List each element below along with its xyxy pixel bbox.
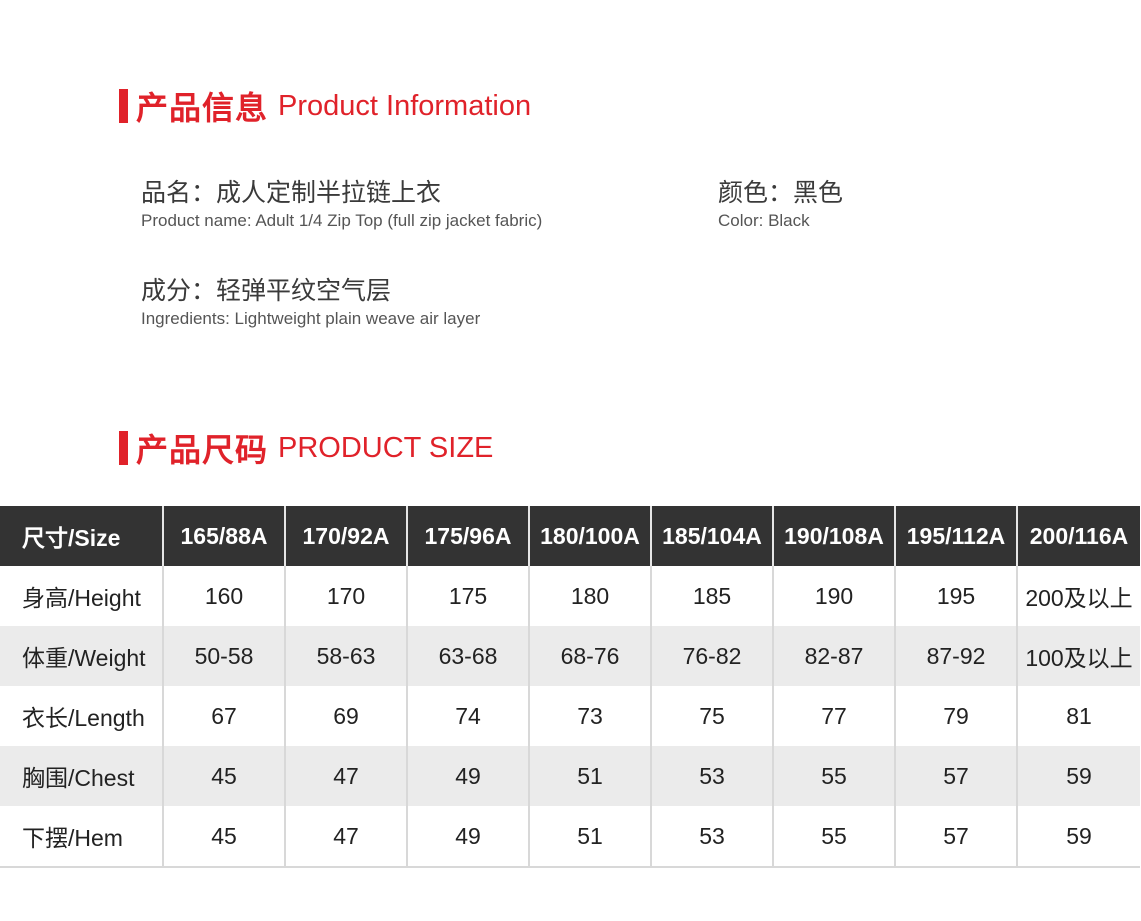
table-cell: 50-58: [162, 626, 285, 686]
table-cell: 180: [528, 566, 651, 626]
size-column-header: 190/108A: [772, 506, 895, 566]
table-cell: 77: [772, 686, 895, 746]
table-cell: 57: [894, 806, 1017, 868]
table-row: 下摆/Hem 45 47 49 51 53 55 57 59: [0, 806, 1140, 868]
table-cell: 51: [528, 806, 651, 868]
table-cell: 49: [406, 746, 529, 806]
product-name-block: 品名：成人定制半拉链上衣 Product name: Adult 1/4 Zip…: [141, 178, 542, 232]
row-label: 衣长/Length: [22, 705, 145, 731]
table-cell: 75: [650, 686, 773, 746]
table-cell: 69: [284, 686, 407, 746]
row-label: 体重/Weight: [0, 626, 163, 686]
table-cell: 59: [1016, 806, 1140, 868]
table-cell: 81: [1016, 686, 1140, 746]
table-cell: 74: [406, 686, 529, 746]
table-cell: 76-82: [650, 626, 773, 686]
table-cell: 51: [528, 746, 651, 806]
heading-en: Product Information: [278, 89, 532, 122]
table-cell: 47: [284, 746, 407, 806]
table-cell: 53: [650, 806, 773, 868]
table-cell: 47: [284, 806, 407, 868]
heading-en: PRODUCT SIZE: [278, 431, 494, 464]
table-cell: 68-76: [528, 626, 651, 686]
table-cell: 195: [894, 566, 1017, 626]
product-name-en: Product name: Adult 1/4 Zip Top (full zi…: [141, 211, 543, 230]
row-label: 下摆/Hem: [0, 806, 163, 868]
size-table: 尺寸/Size 165/88A 170/92A 175/96A 180/100A 185/…: [0, 506, 1140, 868]
table-cell: 55: [772, 746, 895, 806]
table-cell: 79: [894, 686, 1017, 746]
product-name-cn: 品名：成人定制半拉链上衣: [141, 178, 442, 207]
heading-cn: 产品信息: [136, 89, 269, 127]
table-cell: 58-63: [284, 626, 407, 686]
color-en: Color: Black: [718, 211, 810, 230]
table-cell: 55: [772, 806, 895, 868]
ingredients-block: 成分：轻弹平纹空气层 Ingredients: Lightweight plai…: [141, 276, 480, 330]
heading-cn: 产品尺码: [136, 431, 269, 469]
size-header-label: 尺寸/Size: [0, 506, 163, 566]
table-row: 身高/Height 160 170 175 180 185 190 195 200及以上: [0, 566, 1140, 626]
size-column-header: 180/100A: [528, 506, 651, 566]
table-cell: 190: [772, 566, 895, 626]
table-row: 胸围/Chest 45 47 49 51 53 55 57 59: [0, 746, 1140, 806]
table-cell: 87-92: [894, 626, 1017, 686]
table-cell: 185: [650, 566, 773, 626]
size-column-header: 165/88A: [162, 506, 285, 566]
table-cell: 45: [162, 746, 285, 806]
size-column-header: 170/92A: [284, 506, 407, 566]
table-row: 体重/Weight 50-58 58-63 63-68 68-76 76-82 82-87 8…: [0, 626, 1140, 686]
table-cell: 200及以上: [1016, 566, 1140, 626]
size-column-header: 195/112A: [894, 506, 1017, 566]
table-cell: 59: [1016, 746, 1140, 806]
table-cell: 45: [162, 806, 285, 868]
table-cell: 160: [162, 566, 285, 626]
table-header-row: 尺寸/Size 165/88A 170/92A 175/96A 180/100A 185/…: [0, 506, 1140, 566]
table-cell: 100及以上: [1016, 626, 1140, 686]
color-block: 颜色：黑色 Color: Black: [718, 178, 843, 232]
row-label: 身高/Height: [22, 585, 141, 611]
table-cell: 63-68: [406, 626, 529, 686]
table-cell: 170: [284, 566, 407, 626]
table-cell: 53: [650, 746, 773, 806]
heading-accent-bar: [119, 89, 128, 123]
product-information-heading: 产品信息 Product Information: [119, 83, 531, 129]
table-cell: 49: [406, 806, 529, 868]
size-column-header: 185/104A: [650, 506, 773, 566]
table-cell: 67: [162, 686, 285, 746]
size-column-header: 175/96A: [406, 506, 529, 566]
color-cn: 颜色：黑色: [718, 178, 844, 207]
table-cell: 82-87: [772, 626, 895, 686]
table-cell: 57: [894, 746, 1017, 806]
table-cell: 175: [406, 566, 529, 626]
product-size-heading: 产品尺码 PRODUCT SIZE: [119, 425, 493, 471]
ingredients-cn: 成分：轻弹平纹空气层: [141, 276, 392, 305]
size-column-header: 200/116A: [1016, 506, 1140, 566]
ingredients-en: Ingredients: Lightweight plain weave air…: [141, 309, 481, 328]
heading-accent-bar: [119, 431, 128, 465]
table-cell: 73: [528, 686, 651, 746]
row-label: 胸围/Chest: [0, 746, 163, 806]
table-row: 衣长/Length 67 69 74 73 75 77 79 81: [0, 686, 1140, 746]
